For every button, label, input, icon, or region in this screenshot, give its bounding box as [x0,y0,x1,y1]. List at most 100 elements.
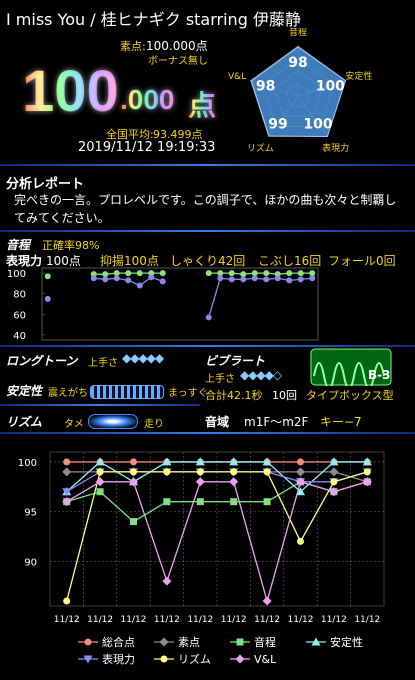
report-text: 完ぺきの一言。プロレベルです。この調子で、ほかの曲も次々と制覇してみてください。 [14,193,397,225]
marker [196,498,204,506]
pitch-accuracy: 正確率98% [42,239,100,252]
x-tick-label: 11/12 [187,615,213,625]
series-line [93,276,313,318]
marker [96,468,104,476]
marker [240,271,247,278]
longtone-skill: 上手さ [88,358,118,369]
rhythm-gauge [88,414,138,429]
marker [130,468,137,476]
marker [125,277,132,284]
radar-value: 98 [256,78,275,94]
marker [148,274,155,281]
stability-gauge [90,385,164,399]
range-key: キー−7 [320,415,362,429]
bonus: ボーナス無し [148,56,208,67]
marker [296,477,305,487]
radar-value: 99 [268,117,287,133]
marker [102,276,109,283]
expression-item: フォール0回 [328,254,396,268]
x-tick-label: 11/12 [87,615,113,625]
marker [230,498,238,506]
y-tick-label: 80 [13,290,26,301]
marker [229,477,239,487]
marker [96,488,104,496]
y-tick-label: 100 [7,269,26,280]
marker [263,498,271,506]
marker [159,270,166,277]
marker [130,518,137,526]
marker [205,314,212,321]
radar-label: 表現力 [322,142,349,154]
marker [363,468,371,476]
marker [163,498,171,506]
vibrato-skill: 上手さ [205,374,235,385]
marker [95,457,105,466]
pitch-chart: 40 60 80 100 [7,267,319,342]
marker [162,457,172,466]
marker [297,270,304,277]
marker [160,655,168,663]
marker [195,457,205,466]
radar-value: 100 [303,117,332,133]
marker [235,654,245,664]
x-tick-label: 11/12 [54,615,80,625]
pitch-title: 音程 [6,238,31,252]
separator [0,164,415,166]
expression-item: 抑揚100点 [100,254,159,268]
marker [251,275,258,282]
marker [296,487,305,496]
marker [62,497,72,507]
marker [309,270,316,277]
marker [125,270,132,277]
radar-label: 安定性 [345,70,372,82]
marker [263,468,271,476]
total-decimal: .000 [120,84,175,115]
stability-left: 震えがち [48,388,88,399]
marker [297,276,304,283]
marker [44,295,51,302]
marker [263,276,270,283]
marker [148,270,155,277]
marker [286,277,293,284]
marker [296,467,305,477]
marker [286,270,293,277]
marker [163,468,171,476]
y-tick-label: 100 [18,458,37,469]
expression-item: しゃくり42回 [170,254,246,268]
marker [217,270,224,277]
report-title: 分析レポート [6,177,85,192]
marker [62,488,72,497]
marker [90,275,97,282]
rhythm-right: 走り [144,419,164,430]
marker [129,477,138,487]
vibrato-grade: B-3 [368,368,391,382]
legend-label: 安定性 [330,635,363,649]
marker [311,637,321,646]
series-line [66,471,368,602]
marker [136,270,143,277]
expression-item: こぶし16回 [258,254,322,268]
vibrato-gauge: ◆◆◆◆◇ [240,368,282,382]
x-tick-label: 11/12 [321,615,347,625]
separator [0,432,415,434]
legend-label: V&L [254,653,277,666]
range-title: 音域 [205,415,230,429]
expression-title: 表現力 [6,254,43,268]
raw-label: 素点: [120,40,146,53]
average: 93.499点 [153,128,203,141]
vibrato-wave [310,348,392,386]
marker [83,655,93,664]
marker [217,275,224,282]
marker [251,270,258,277]
marker [44,273,51,280]
history-chart: 90 95 100 11/12 11/12 11/12 11/12 11/12 11/12 11/… [18,451,385,666]
vibrato-count: 10回 [272,389,297,402]
marker [362,457,372,466]
marker [90,271,97,278]
x-tick-label: 11/12 [354,615,380,625]
marker [330,478,338,486]
marker [196,468,204,476]
legend-label: 表現力 [102,652,135,666]
radar-area [250,46,347,137]
